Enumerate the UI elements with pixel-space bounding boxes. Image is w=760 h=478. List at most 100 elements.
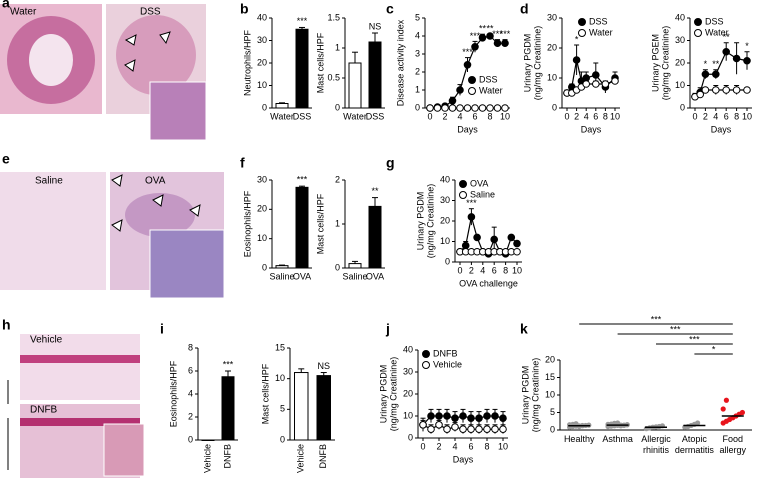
- significance-label: ***: [297, 175, 308, 185]
- data-point: [723, 397, 730, 403]
- image-label: OVA: [145, 176, 166, 187]
- data-point: [513, 247, 521, 256]
- data-point: [467, 425, 475, 434]
- x-tick-label: 8: [503, 265, 508, 275]
- significance-label: ***: [500, 29, 511, 39]
- x-tick-label: 6: [472, 111, 477, 121]
- image-vehicle: [20, 334, 140, 400]
- y-tick-label: 10: [440, 236, 450, 246]
- bar: [316, 375, 331, 441]
- data-point: [443, 412, 451, 420]
- data-point: [461, 241, 470, 250]
- x-tick-label: 6: [593, 111, 598, 121]
- y-axis-label: Urinary PGDM: [522, 34, 532, 93]
- y-axis-label: Urinary PGDM: [415, 192, 425, 251]
- significance-label: **: [712, 59, 720, 69]
- legend-label: Saline: [470, 189, 495, 199]
- x-tick-label: 6: [468, 441, 473, 451]
- y-tick-label: 3: [415, 48, 420, 58]
- data-point: [486, 104, 494, 112]
- histology-h: Vehicle DNFB: [7, 334, 145, 478]
- y-tick-label: 30: [675, 35, 685, 45]
- y-tick-label: 40: [440, 174, 450, 184]
- y-tick-label: 1: [415, 84, 420, 94]
- data-point: [475, 414, 483, 423]
- y-tick-label: 4: [188, 388, 193, 398]
- data-point: [419, 421, 427, 429]
- bar: [275, 103, 289, 109]
- x-tick-label: Healthy: [564, 434, 595, 444]
- y-tick-label: 30: [257, 35, 267, 45]
- panel-letter: f: [240, 155, 245, 171]
- data-point: [451, 423, 459, 431]
- inset: [103, 423, 145, 477]
- y-tick-label: 5: [415, 12, 420, 22]
- data-point: [513, 239, 521, 248]
- data-point: [463, 61, 472, 69]
- x-tick-label: 2: [469, 265, 474, 275]
- data-point: [501, 39, 509, 48]
- y-tick-label: 0: [262, 102, 267, 112]
- x-tick-label: Water: [343, 111, 367, 121]
- x-tick-label: 6: [724, 111, 729, 121]
- legend-label: DNFB: [433, 348, 458, 358]
- x-tick-label: 4: [480, 265, 485, 275]
- y-tick-label: 30: [440, 195, 450, 205]
- y-tick-label: 0: [335, 102, 340, 112]
- inset: [149, 81, 207, 141]
- y-axis-label: Disease activity index: [395, 19, 405, 106]
- significance-label: ***: [492, 29, 503, 39]
- y-tick-label: 40: [257, 12, 267, 22]
- data-point: [499, 425, 507, 434]
- data-point: [478, 34, 487, 42]
- significance-label: *: [712, 344, 716, 354]
- data-point: [483, 412, 491, 420]
- data-point: [722, 47, 731, 56]
- legend-marker: [468, 76, 476, 84]
- data-point: [501, 104, 509, 112]
- data-point: [712, 70, 720, 79]
- data-point: [491, 412, 499, 420]
- histology-a: Water DSS: [0, 4, 207, 141]
- data-point: [507, 233, 516, 242]
- legend-label: Water: [705, 27, 729, 37]
- data-point: [456, 104, 464, 112]
- y-tick-label: 0: [415, 102, 420, 112]
- significance-label: ***: [689, 334, 700, 344]
- image-label: Vehicle: [30, 335, 63, 346]
- x-tick-label: DSS: [366, 111, 385, 121]
- y-axis-label: (ng/mg Creatinine): [425, 184, 435, 259]
- data-point: [732, 54, 741, 63]
- x-tick-label: Saline: [269, 271, 294, 281]
- x-tick-label: 4: [457, 111, 462, 121]
- data-point: [427, 412, 435, 420]
- x-tick-label: DNFB: [318, 444, 328, 469]
- x-tick-label: Vehicle: [296, 444, 306, 473]
- data-point: [712, 86, 720, 94]
- y-tick-label: 0: [188, 434, 193, 444]
- x-tick-label: Atopic dermatitis: [675, 434, 715, 455]
- x-tick-label: Asthma: [602, 434, 633, 444]
- y-tick-label: 1: [335, 42, 340, 52]
- y-tick-label: 30: [257, 174, 267, 184]
- x-axis-label: Days: [581, 124, 602, 134]
- x-tick-label: 4: [713, 111, 718, 121]
- legend-marker: [468, 87, 476, 95]
- y-tick-label: 2: [415, 66, 420, 76]
- y-tick-label: 20: [257, 57, 267, 67]
- significance-label: **: [371, 186, 379, 196]
- significance-label: ***: [670, 324, 681, 334]
- significance-label: ***: [466, 198, 477, 208]
- y-tick-label: 0: [680, 102, 685, 112]
- data-point: [443, 425, 451, 434]
- x-tick-label: Vehicle: [202, 444, 212, 473]
- y-tick-label: 5: [550, 407, 555, 417]
- legend-marker: [422, 350, 430, 358]
- significance-label: NS: [369, 21, 382, 31]
- legend-label: Water: [479, 85, 503, 95]
- y-tick-label: 0: [262, 262, 267, 272]
- panel-letter: k: [520, 321, 528, 337]
- bar: [348, 62, 362, 109]
- image-label: Saline: [35, 176, 63, 187]
